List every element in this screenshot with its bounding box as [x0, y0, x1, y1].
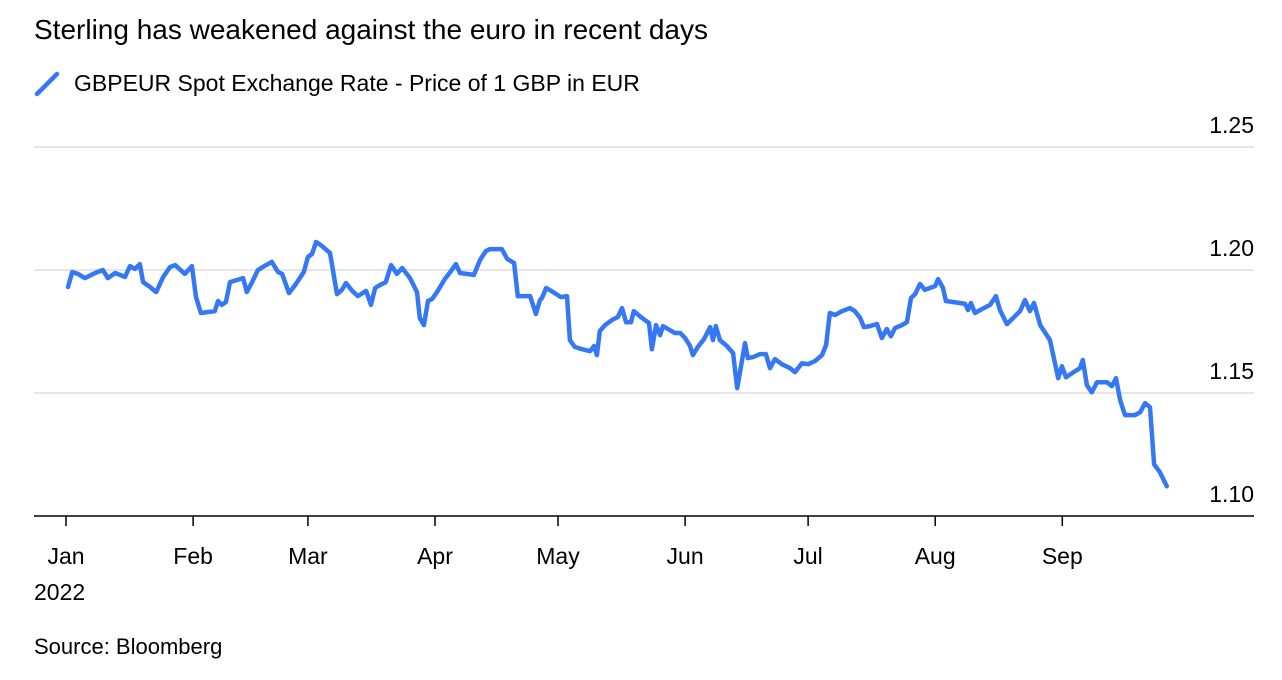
x-tick-label: May: [536, 543, 580, 569]
y-tick-label: 1.25: [1209, 112, 1254, 138]
x-tick-label: Jan: [47, 543, 84, 569]
y-tick-label: 1.15: [1209, 358, 1254, 384]
y-tick-label: 1.10: [1209, 481, 1254, 507]
x-tick-label: Jul: [793, 543, 822, 569]
x-tick-label: Jun: [667, 543, 704, 569]
x-tick-label: Feb: [173, 543, 213, 569]
x-tick-label: Sep: [1042, 543, 1083, 569]
legend: GBPEUR Spot Exchange Rate - Price of 1 G…: [34, 70, 640, 97]
source-note: Source: Bloomberg: [34, 634, 223, 659]
x-tick-year-label: 2022: [34, 579, 85, 605]
legend-line-icon: [34, 71, 60, 96]
chart-title: Sterling has weakened against the euro i…: [34, 14, 708, 45]
y-tick-label: 1.20: [1209, 235, 1254, 261]
x-tick-label: Aug: [915, 543, 956, 569]
series-line-gbpeur: [65, 239, 1170, 489]
x-tick-label: Mar: [288, 543, 328, 569]
x-tick-label: Apr: [417, 543, 453, 569]
legend-label: GBPEUR Spot Exchange Rate - Price of 1 G…: [74, 70, 640, 96]
